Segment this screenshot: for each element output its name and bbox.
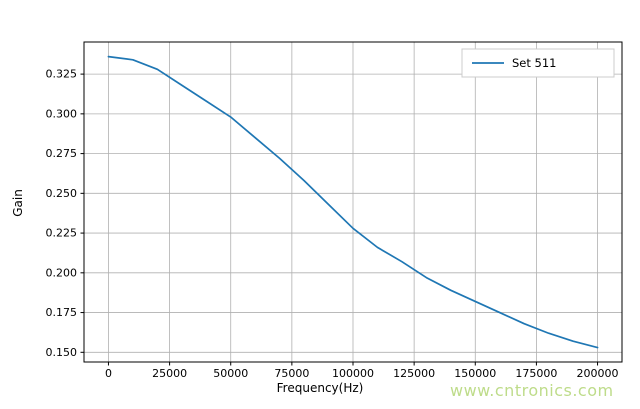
- x-tick-label: 50000: [213, 367, 248, 380]
- x-axis-label: Frequency(Hz): [276, 381, 364, 395]
- y-tick-label: 0.175: [46, 306, 78, 319]
- y-tick-label: 0.300: [46, 107, 78, 120]
- y-tick-label: 0.250: [46, 187, 78, 200]
- series-line: [107, 55, 599, 349]
- y-tick-label: 0.150: [46, 346, 78, 359]
- x-tick-label: 25000: [152, 367, 187, 380]
- y-tick-label: 0.200: [46, 266, 78, 279]
- x-tick-label: 175000: [515, 367, 557, 380]
- x-tick-label: 150000: [454, 367, 496, 380]
- legend-label: Set 511: [512, 56, 557, 70]
- x-tick-label: 100000: [332, 367, 374, 380]
- y-axis-label: Gain: [11, 189, 25, 217]
- x-tick-label: 200000: [577, 367, 619, 380]
- y-tick-label: 0.225: [46, 227, 78, 240]
- x-tick-label: 75000: [274, 367, 309, 380]
- y-tick-label: 0.325: [46, 68, 78, 81]
- y-tick-label: 0.275: [46, 147, 78, 160]
- axes-frame: [83, 41, 623, 363]
- x-tick-label: 125000: [393, 367, 435, 380]
- x-tick-label: 0: [105, 367, 112, 380]
- watermark: www.cntronics.com: [450, 381, 614, 400]
